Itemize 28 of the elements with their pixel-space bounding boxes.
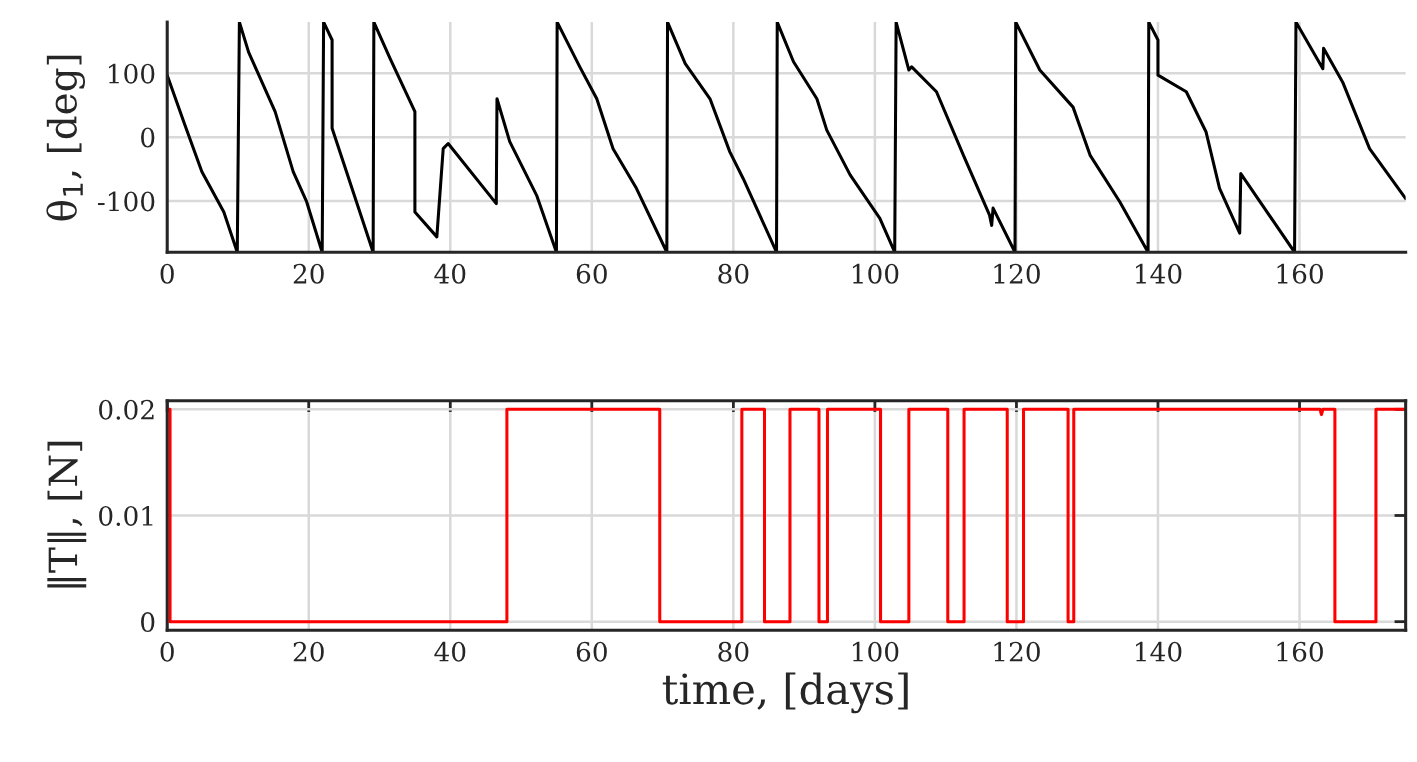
x-tick-label: 40 bbox=[434, 641, 466, 662]
x-axis-title: time, [days] bbox=[662, 672, 908, 714]
x-tick-label: 0 bbox=[160, 641, 174, 662]
x-tick-label: 160 bbox=[1277, 641, 1323, 662]
y-axis-title: ‖T‖, [N] bbox=[47, 441, 87, 588]
line-series bbox=[167, 22, 1406, 253]
y-tick-label: 0.02 bbox=[99, 399, 154, 420]
x-tick-label: 120 bbox=[994, 641, 1040, 662]
x-tick-label: 20 bbox=[293, 263, 324, 284]
y-tick-label: -100 bbox=[97, 191, 155, 212]
y-tick-label: 0 bbox=[141, 127, 155, 148]
y-axis-title: θ$_{1}$, [deg] bbox=[46, 55, 86, 221]
x-tick-label: 60 bbox=[576, 263, 607, 284]
y-tick-label: 100 bbox=[108, 63, 155, 84]
x-tick-label: 100 bbox=[852, 263, 899, 284]
x-tick-label: 120 bbox=[994, 263, 1040, 284]
x-tick-label: 80 bbox=[718, 641, 749, 662]
x-tick-label: 140 bbox=[1136, 263, 1182, 284]
x-tick-label: 60 bbox=[576, 641, 607, 662]
y-tick-label: 0.01 bbox=[99, 505, 153, 526]
x-tick-label: 80 bbox=[718, 263, 749, 284]
x-tick-label: 100 bbox=[852, 641, 899, 662]
x-tick-label: 140 bbox=[1136, 641, 1182, 662]
x-tick-label: 160 bbox=[1277, 263, 1323, 284]
x-tick-label: 40 bbox=[434, 263, 466, 284]
y-tick-label: 0 bbox=[141, 612, 155, 633]
x-tick-label: 0 bbox=[160, 263, 174, 284]
x-tick-label: 20 bbox=[293, 641, 324, 662]
